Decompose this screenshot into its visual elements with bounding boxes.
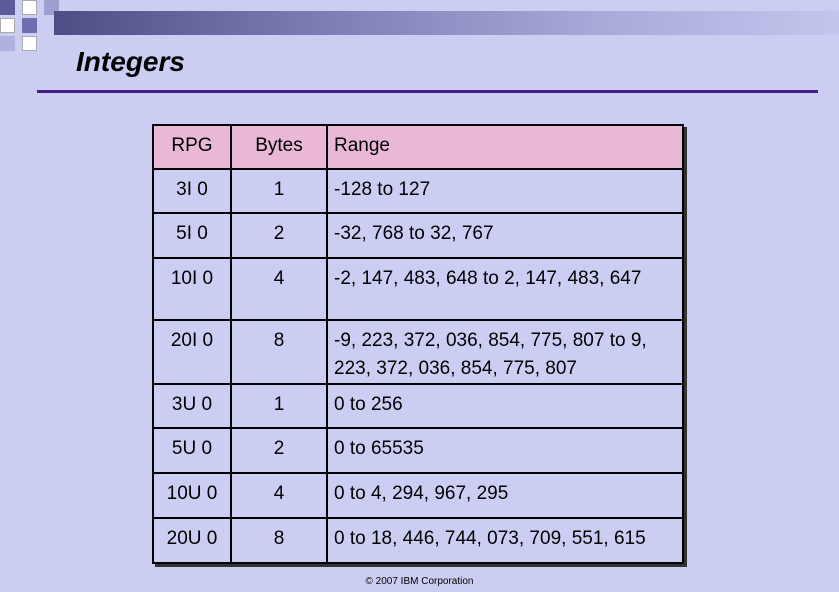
cell-bytes: 4 — [230, 257, 328, 321]
corner-square-6 — [0, 36, 15, 51]
corner-square-4 — [0, 18, 15, 33]
cell-range: -9, 223, 372, 036, 854, 775, 807 to 9, 2… — [326, 319, 684, 385]
cell-bytes: 2 — [230, 427, 328, 474]
table-row: 3U 0 1 0 to 256 — [152, 383, 684, 429]
cell-rpg: 3U 0 — [152, 383, 232, 429]
slide-title: Integers — [76, 46, 185, 77]
header-rpg: RPG — [152, 124, 232, 170]
cell-range: -128 to 127 — [326, 168, 684, 214]
table-row: 20I 0 8 -9, 223, 372, 036, 854, 775, 807… — [152, 319, 684, 385]
cell-rpg: 3I 0 — [152, 168, 232, 214]
table-row: 20U 0 8 0 to 18, 446, 744, 073, 709, 551… — [152, 517, 684, 564]
corner-square-7 — [22, 36, 37, 51]
table-row: 10I 0 4 -2, 147, 483, 648 to 2, 147, 483… — [152, 257, 684, 321]
cell-bytes: 1 — [230, 383, 328, 429]
top-gradient-bar — [54, 11, 839, 35]
cell-bytes: 8 — [230, 517, 328, 564]
table-row: 3I 0 1 -128 to 127 — [152, 168, 684, 214]
cell-bytes: 8 — [230, 319, 328, 385]
cell-range: 0 to 65535 — [326, 427, 684, 474]
copyright-footer: © 2007 IBM Corporation — [365, 576, 474, 587]
cell-range: 0 to 256 — [326, 383, 684, 429]
corner-square-2 — [22, 0, 37, 15]
table-row: 5I 0 2 -32, 768 to 32, 767 — [152, 212, 684, 259]
cell-rpg: 5I 0 — [152, 212, 232, 259]
header-range: Range — [326, 124, 684, 170]
cell-range: -32, 768 to 32, 767 — [326, 212, 684, 259]
table-header-row: RPG Bytes Range — [152, 124, 684, 170]
cell-rpg: 20U 0 — [152, 517, 232, 564]
corner-square-5 — [22, 18, 37, 33]
cell-range: -2, 147, 483, 648 to 2, 147, 483, 647 — [326, 257, 684, 321]
header-bytes: Bytes — [230, 124, 328, 170]
table-row: 5U 0 2 0 to 65535 — [152, 427, 684, 474]
cell-range: 0 to 4, 294, 967, 295 — [326, 472, 684, 519]
cell-rpg: 5U 0 — [152, 427, 232, 474]
cell-rpg: 20I 0 — [152, 319, 232, 385]
corner-square-1 — [0, 0, 15, 15]
cell-rpg: 10I 0 — [152, 257, 232, 321]
cell-bytes: 1 — [230, 168, 328, 214]
title-underline — [37, 90, 818, 93]
cell-range: 0 to 18, 446, 744, 073, 709, 551, 615 — [326, 517, 684, 564]
cell-bytes: 4 — [230, 472, 328, 519]
cell-rpg: 10U 0 — [152, 472, 232, 519]
cell-bytes: 2 — [230, 212, 328, 259]
integers-table: RPG Bytes Range 3I 0 1 -128 to 127 5I 0 … — [152, 124, 684, 564]
table-row: 10U 0 4 0 to 4, 294, 967, 295 — [152, 472, 684, 519]
